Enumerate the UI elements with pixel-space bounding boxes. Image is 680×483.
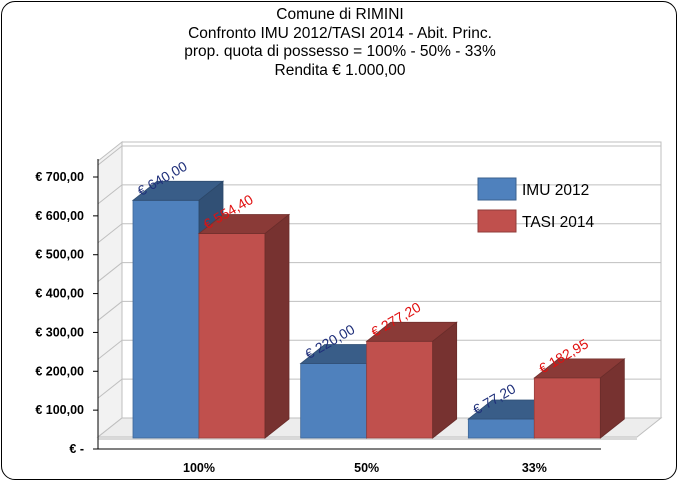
- y-tick-label-4: € 400,00: [35, 287, 84, 301]
- title-line-4: Rendita € 1.000,00: [274, 61, 406, 79]
- legend-label-1: TASI 2014: [522, 214, 594, 231]
- y-tick-label-3: € 300,00: [35, 325, 84, 339]
- gridline-side-7: [97, 145, 123, 166]
- gridline-side-1: [97, 378, 123, 399]
- chart-title: Comune di RIMINI Confronto IMU 2012/TASI…: [0, 6, 680, 80]
- bar-tasi-2014-0: [198, 233, 266, 439]
- y-tick-label-5: € 500,00: [35, 248, 84, 262]
- x-tick-label-0: 100%: [183, 461, 215, 475]
- y-tick-label-6: € 600,00: [35, 209, 84, 223]
- y-tick-label-0: € -: [69, 442, 84, 456]
- bar-imu-2012-1: [300, 363, 368, 439]
- title-line-3: prop. quota di possesso = 100% - 50% - 3…: [184, 43, 496, 60]
- gridline-side-2: [97, 339, 123, 360]
- title-line-1: Comune di RIMINI: [276, 6, 404, 23]
- legend-swatch-1: [477, 209, 517, 233]
- bar-side-1-0: [264, 213, 290, 439]
- side-wall: [97, 140, 123, 439]
- x-tick-label-1: 50%: [354, 461, 379, 475]
- bar-side-1-1: [432, 321, 458, 439]
- bar-imu-2012-2: [467, 418, 535, 439]
- legend-label-0: IMU 2012: [522, 182, 589, 199]
- gridline-side-4: [97, 262, 123, 282]
- gridline-side-5: [97, 223, 123, 244]
- title-line-2: Confronto IMU 2012/TASI 2014 - Abit. Pri…: [188, 24, 492, 42]
- bar-imu-2012-0: [132, 199, 200, 439]
- y-tick-label-1: € 100,00: [35, 403, 84, 417]
- y-tick-label-2: € 200,00: [35, 364, 84, 378]
- legend-swatch-0: [477, 177, 517, 201]
- gridline-side-3: [97, 301, 123, 321]
- gridline-side-6: [97, 184, 123, 205]
- bar-side-1-2: [599, 358, 625, 439]
- bar-tasi-2014-1: [366, 340, 434, 439]
- x-tick-label-2: 33%: [522, 461, 547, 475]
- bar-tasi-2014-2: [533, 377, 601, 439]
- y-tick-label-7: € 700,00: [35, 170, 84, 184]
